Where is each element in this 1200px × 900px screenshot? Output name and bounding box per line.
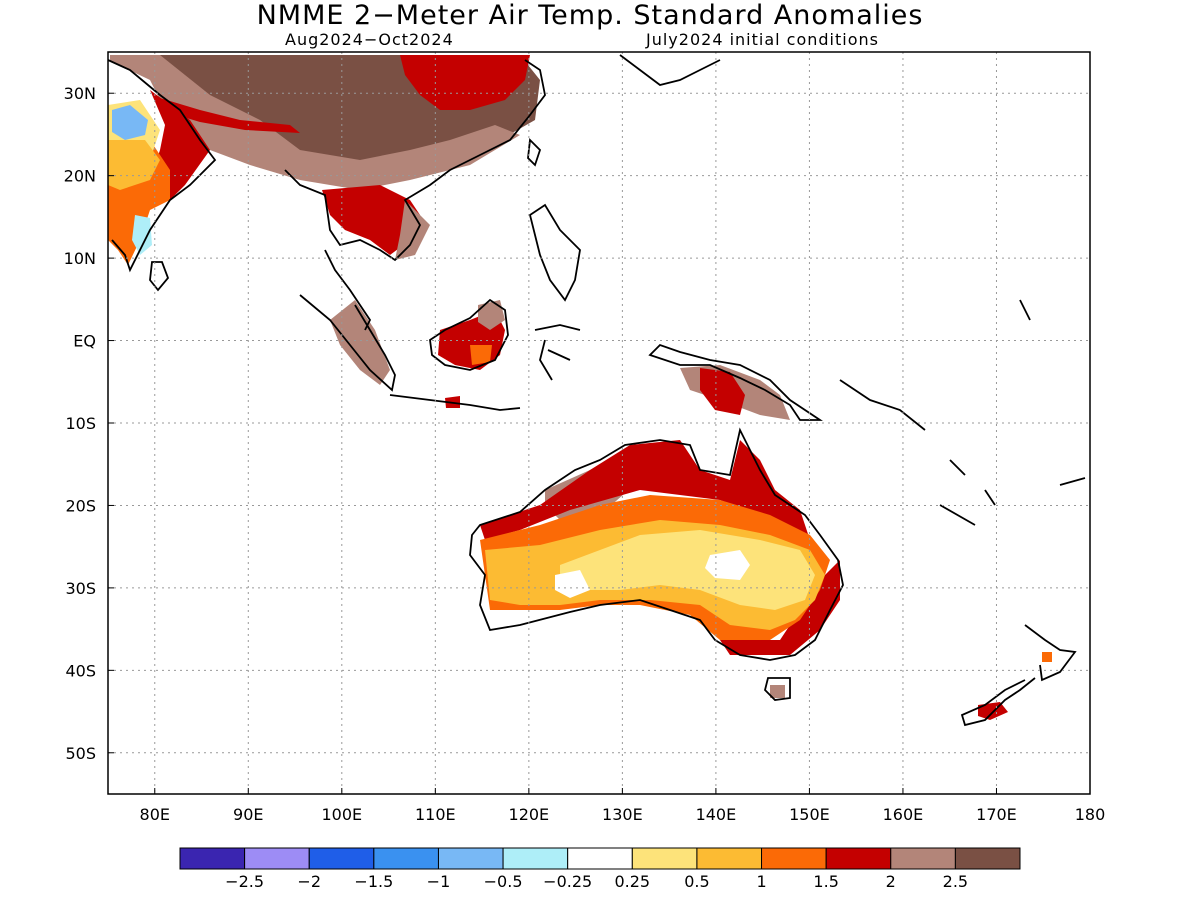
lon-tick-label: 130E	[602, 805, 643, 824]
colorbar-swatch	[567, 847, 633, 870]
colorbar: −2.5 −2 −1.5 −1 −0.5 −0.25 0.25 0.5 1 1.5 2 2.5	[179, 847, 1021, 891]
coast-srilanka	[149, 261, 170, 292]
shade-aus-yellow	[560, 530, 815, 610]
colorbar-swatch	[437, 847, 504, 870]
colorbar-swatch	[954, 847, 1021, 870]
coast-java	[389, 394, 521, 411]
shade-aus-red-south	[720, 560, 840, 655]
lon-tick-label: 140E	[696, 805, 737, 824]
colorbar-label: 2.5	[943, 872, 968, 891]
lon-tick-label: 150E	[789, 805, 830, 824]
colorbar-label: 0.25	[614, 872, 650, 891]
coastlines	[107, 54, 1086, 727]
coast-philippines	[528, 203, 581, 302]
colorbar-label: 0.5	[684, 872, 709, 891]
shade-tibet-red-band	[150, 95, 300, 133]
shade-borneo-orange	[470, 345, 492, 365]
colorbar-label: −0.25	[543, 872, 592, 891]
shade-asia-lightbrown	[110, 55, 520, 190]
shade-indochina-lightbrown	[395, 200, 430, 260]
lat-tick-label: 20S	[65, 496, 96, 515]
colorbar-label: −0.5	[484, 872, 523, 891]
colorbar-swatch	[244, 847, 310, 870]
lon-tick-label: 170E	[976, 805, 1017, 824]
lat-tick-label: 30N	[64, 84, 96, 103]
shade-borneo-lightbrown	[478, 300, 505, 330]
lat-tick-label: EQ	[73, 332, 96, 351]
coast-tasmania	[764, 677, 791, 701]
shade-sumatra-lightbrown	[330, 300, 390, 385]
lon-tick-label: 100E	[321, 805, 362, 824]
colorbar-swatch	[308, 847, 375, 870]
coast-sulawesi	[534, 324, 581, 381]
lon-tick-label: 90E	[233, 805, 263, 824]
lon-tick-label: 110E	[415, 805, 456, 824]
colorbar-swatch	[761, 847, 827, 870]
lon-tick-label: 120E	[509, 805, 550, 824]
coast-newzealand	[960, 624, 1077, 727]
shade-aus-white-west	[555, 570, 590, 598]
shade-india-cyan	[132, 215, 152, 255]
shade-indochina-red	[322, 185, 420, 255]
shade-india-lightyellow	[108, 140, 160, 190]
colorbar-swatch	[373, 847, 439, 870]
shade-newguinea-red	[700, 368, 745, 415]
gridlines	[108, 52, 1090, 794]
coast-newguinea	[648, 343, 823, 421]
lon-tick-label: 160E	[883, 805, 924, 824]
anomaly-shading	[108, 55, 1052, 720]
colorbar-label: −1	[427, 872, 451, 891]
lon-tick-label: 180	[1075, 805, 1106, 824]
colorbar-label: 2	[886, 872, 896, 891]
colorbar-label: −2	[297, 872, 321, 891]
map-title: NMME 2−Meter Air Temp. Standard Anomalie…	[256, 0, 924, 31]
forecast-period-subtitle: Aug2024−Oct2024	[285, 30, 454, 49]
shade-asia-red-north	[400, 55, 530, 110]
colorbar-swatch	[825, 847, 892, 870]
coast-pacific-islands	[839, 299, 1086, 526]
coast-asia	[107, 59, 546, 273]
lat-tick-label: 40S	[65, 661, 96, 680]
colorbar-swatch	[179, 847, 246, 870]
coast-australia	[469, 427, 844, 661]
lon-tick-label: 80E	[140, 805, 170, 824]
colorbar-label: −1.5	[354, 872, 393, 891]
lat-tick-label: 20N	[64, 167, 96, 186]
colorbar-label: 1.5	[813, 872, 838, 891]
axis-ticks: 80E 90E 100E 110E 120E 130E 140E 150E 160E 170E 18…	[64, 84, 1106, 824]
colorbar-label: 1	[756, 872, 766, 891]
shade-india-lightblue	[112, 105, 148, 140]
coast-malaya-sumatra	[299, 249, 396, 392]
lat-tick-label: 30S	[65, 579, 96, 598]
lat-tick-label: 10N	[64, 249, 96, 268]
lat-tick-label: 50S	[65, 744, 96, 763]
colorbar-label: −2.5	[225, 872, 264, 891]
shade-aus-red	[480, 440, 810, 540]
colorbar-swatch	[502, 847, 569, 870]
colorbar-swatch	[696, 847, 763, 870]
colorbar-swatch	[890, 847, 956, 870]
lat-tick-label: 10S	[65, 414, 96, 433]
shade-nz-orange	[1042, 652, 1052, 662]
colorbar-swatch	[631, 847, 698, 870]
initial-conditions-subtitle: July2024 initial conditions	[646, 30, 879, 49]
coast-borneo	[429, 298, 509, 371]
coast-taiwan-japan	[527, 54, 721, 167]
shade-tasmania-lightbrown	[770, 685, 785, 698]
